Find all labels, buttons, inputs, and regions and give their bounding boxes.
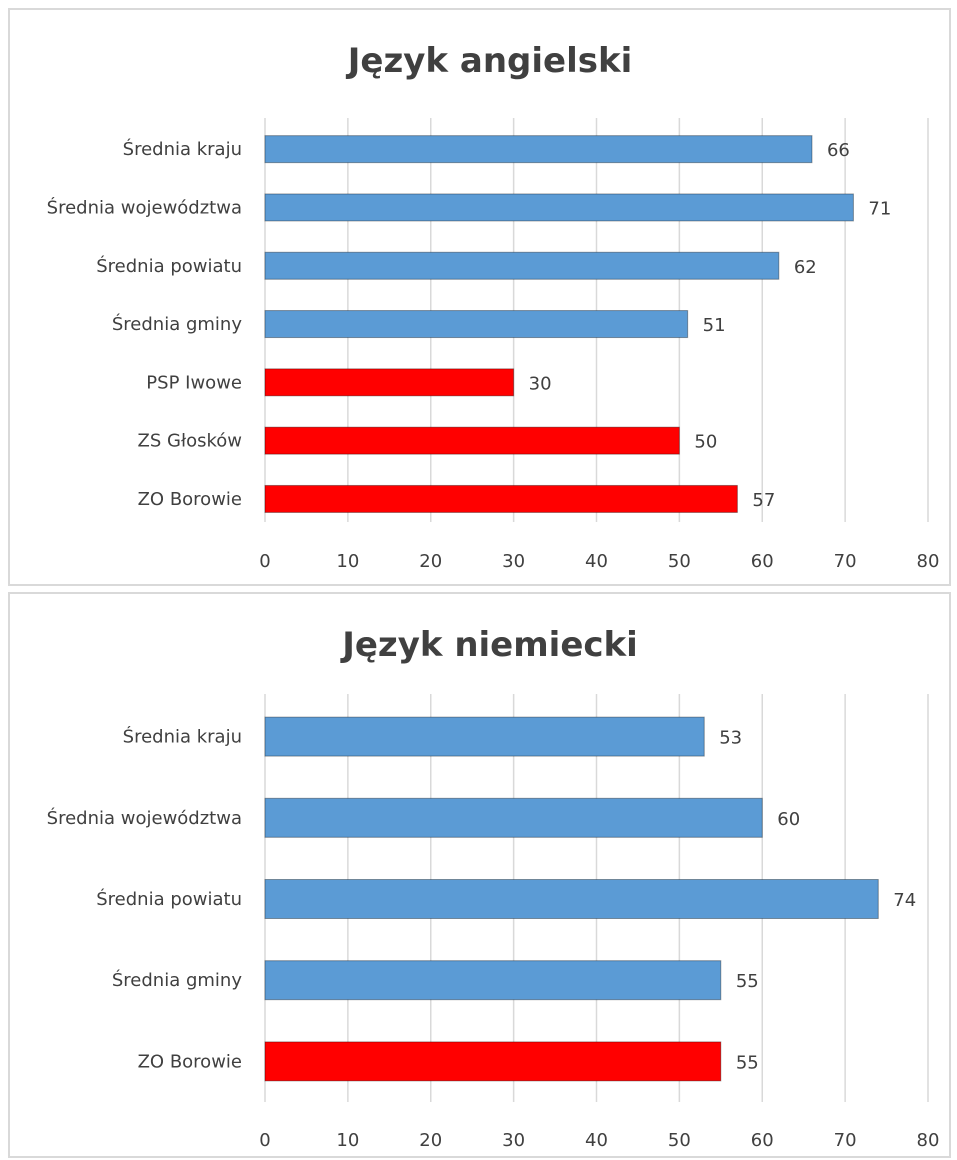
bar [264, 1041, 722, 1082]
chart-english: Język angielski 0 10 20 30 40 50 60 70 80 Średnia… [8, 8, 951, 586]
x-tick-label: 0 [259, 1130, 270, 1151]
x-tick-label: 70 [834, 551, 857, 572]
bar [264, 960, 722, 1001]
bar [264, 368, 515, 397]
bar [264, 484, 738, 513]
x-tick-label: 20 [419, 551, 442, 572]
x-tick-label: 30 [502, 551, 525, 572]
x-tick-label: 40 [585, 1130, 608, 1151]
category-label: Średnia kraju [123, 726, 242, 748]
x-tick-label: 50 [668, 1130, 691, 1151]
x-tick-label: 70 [834, 1130, 857, 1151]
x-tick-label: 80 [917, 551, 940, 572]
chart-title: Język angielski [346, 41, 632, 81]
value-label: 30 [529, 373, 552, 394]
x-tick-label: 30 [502, 1130, 525, 1151]
x-tick-label: 50 [668, 551, 691, 572]
value-label: 55 [736, 1052, 759, 1073]
x-tick-label: 60 [751, 1130, 774, 1151]
bar [264, 426, 680, 455]
value-label: 74 [893, 890, 916, 911]
category-label: ZO Borowie [138, 489, 242, 510]
bar [264, 193, 854, 222]
bar [264, 716, 705, 757]
value-label: 53 [719, 728, 742, 749]
category-label: Średnia powiatu [96, 255, 242, 277]
value-label: 62 [794, 257, 817, 278]
bar [264, 310, 689, 339]
x-tick-label: 10 [336, 551, 359, 572]
value-label: 55 [736, 971, 759, 992]
x-tick-label: 60 [751, 551, 774, 572]
category-label: Średnia województwa [47, 196, 242, 218]
value-label: 60 [777, 809, 800, 830]
category-label: ZO Borowie [138, 1051, 242, 1072]
bar [264, 135, 813, 164]
category-label: Średnia województwa [47, 807, 242, 829]
category-label: Średnia gminy [112, 969, 242, 991]
value-label: 57 [752, 490, 775, 511]
x-tick-label: 40 [585, 551, 608, 572]
category-label: Średnia gminy [112, 313, 242, 335]
chart-english-svg: Język angielski 0 10 20 30 40 50 60 70 80 Średnia… [47, 41, 940, 572]
category-label: Średnia kraju [123, 138, 242, 160]
bar [264, 797, 763, 838]
bar [264, 879, 879, 919]
chart-title: Język niemiecki [340, 625, 638, 665]
x-tick-label: 10 [336, 1130, 359, 1151]
chart-german: Język niemiecki 0 10 20 30 40 50 60 70 80 Średnia… [8, 592, 951, 1158]
x-tick-label: 80 [917, 1130, 940, 1151]
value-label: 50 [694, 432, 717, 453]
value-label: 51 [703, 315, 726, 336]
x-tick-label: 0 [259, 551, 270, 572]
x-tick-label: 20 [419, 1130, 442, 1151]
chart-german-svg: Język niemiecki 0 10 20 30 40 50 60 70 80 Średnia… [47, 625, 940, 1151]
bar [264, 251, 780, 280]
category-label: PSP Iwowe [146, 372, 242, 393]
value-label: 71 [868, 198, 891, 219]
category-label: ZS Głosków [138, 431, 242, 452]
category-label: Średnia powiatu [96, 888, 242, 910]
value-label: 66 [827, 140, 850, 161]
